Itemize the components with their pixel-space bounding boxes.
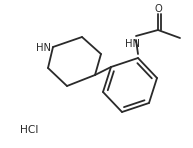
Text: HN: HN	[125, 39, 141, 49]
Text: HN: HN	[36, 43, 52, 53]
Text: O: O	[154, 4, 162, 14]
Text: HCl: HCl	[20, 125, 38, 135]
